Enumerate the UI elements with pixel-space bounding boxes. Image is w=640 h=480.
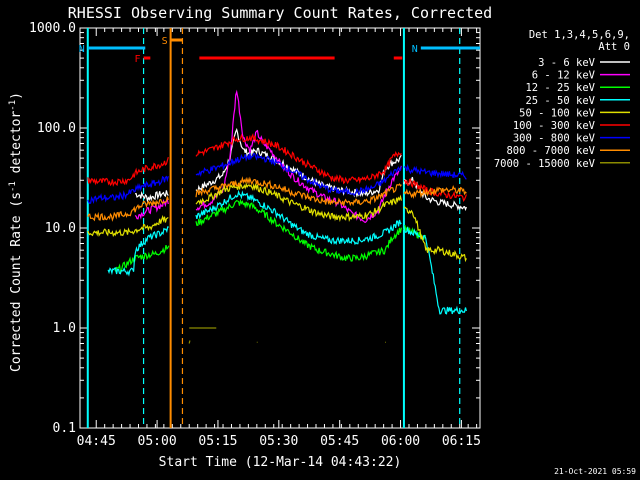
y-tick-label: 1000.0 (29, 21, 76, 36)
y-tick-label: 100.0 (37, 121, 76, 136)
series-7000-15000-kev (188, 327, 387, 344)
y-axis-label-sup2: -1 (8, 100, 18, 111)
series-trace (87, 214, 169, 238)
series-25-50-kev (107, 189, 467, 315)
series-50-100-kev (87, 182, 467, 263)
segment-label: N (412, 44, 418, 55)
y-tick-label: 0.1 (53, 421, 76, 436)
series-trace (195, 176, 402, 207)
x-tick-label: 05:00 (138, 434, 177, 449)
x-tick-label: 04:45 (77, 434, 116, 449)
legend-label: 6 - 12 keV (532, 70, 596, 82)
series-800-7000-kev (87, 176, 467, 222)
series-trace (403, 163, 467, 180)
series-trace (195, 189, 402, 246)
legend-label: 800 - 7000 keV (506, 145, 595, 157)
x-tick-label: 05:30 (259, 434, 298, 449)
series-trace (134, 198, 169, 220)
y-axis-label-sup1: -1 (8, 181, 18, 192)
x-axis-label: Start Time (12-Mar-14 04:43:22) (159, 455, 402, 470)
plot-axes: 0.1 1.0 10.0 100.0 1000.0 04:45 05:00 05:15 05:3… (29, 21, 481, 449)
series-trace (195, 133, 402, 185)
series-trace (134, 190, 169, 203)
y-axis-label-end: ) (9, 92, 24, 100)
series-trace (195, 89, 402, 223)
series-group (87, 89, 467, 344)
series-100-300-kev (87, 133, 467, 202)
legend-label: 50 - 100 keV (519, 107, 596, 119)
series-trace (107, 226, 169, 277)
series-300-800-kev (87, 152, 467, 204)
segment-label: F (135, 54, 141, 65)
series-trace (195, 152, 402, 197)
series-trace (87, 196, 169, 222)
segment-label: S (162, 36, 168, 47)
x-tick-label: 05:45 (320, 434, 359, 449)
y-tick-label: 1.0 (53, 321, 76, 336)
series-trace (403, 225, 467, 315)
y-tick-label: 10.0 (45, 221, 76, 236)
series-trace (403, 206, 467, 263)
legend-label: 12 - 25 keV (525, 82, 595, 94)
series-trace (195, 182, 402, 223)
x-tick-label: 05:15 (198, 434, 237, 449)
y-axis-label: Corrected Count Rate (s-1 detector-1) (8, 92, 24, 372)
legend-label: 3 - 6 keV (538, 57, 596, 69)
legend-label: 7000 - 15000 keV (494, 158, 596, 170)
series-trace (195, 198, 402, 262)
series-trace (87, 175, 169, 204)
y-axis-label-mid: detector (9, 111, 24, 182)
legend-header: Att 0 (598, 41, 630, 53)
segment-markers: F N N S (79, 36, 480, 65)
legend-header: Det 1,3,4,5,6,9, (529, 29, 630, 41)
y-axis-label-main: Corrected Count Rate (s (9, 192, 24, 372)
chart-title: RHESSI Observing Summary Count Rates, Co… (68, 4, 492, 22)
series-trace (403, 178, 467, 202)
series-trace (188, 340, 191, 344)
x-tick-label: 06:15 (442, 434, 481, 449)
series-trace (403, 184, 467, 200)
legend-label: 25 - 50 keV (525, 95, 595, 107)
x-tick-label: 06:00 (381, 434, 420, 449)
legend-label: 300 - 800 keV (513, 133, 596, 145)
legend-label: 100 - 300 keV (513, 120, 596, 132)
series-trace (114, 244, 170, 274)
segment-label: N (79, 44, 85, 55)
series-trace (87, 156, 169, 187)
series-6-12-kev (134, 89, 402, 223)
timestamp: 21-Oct-2021 05:59 (554, 467, 636, 476)
